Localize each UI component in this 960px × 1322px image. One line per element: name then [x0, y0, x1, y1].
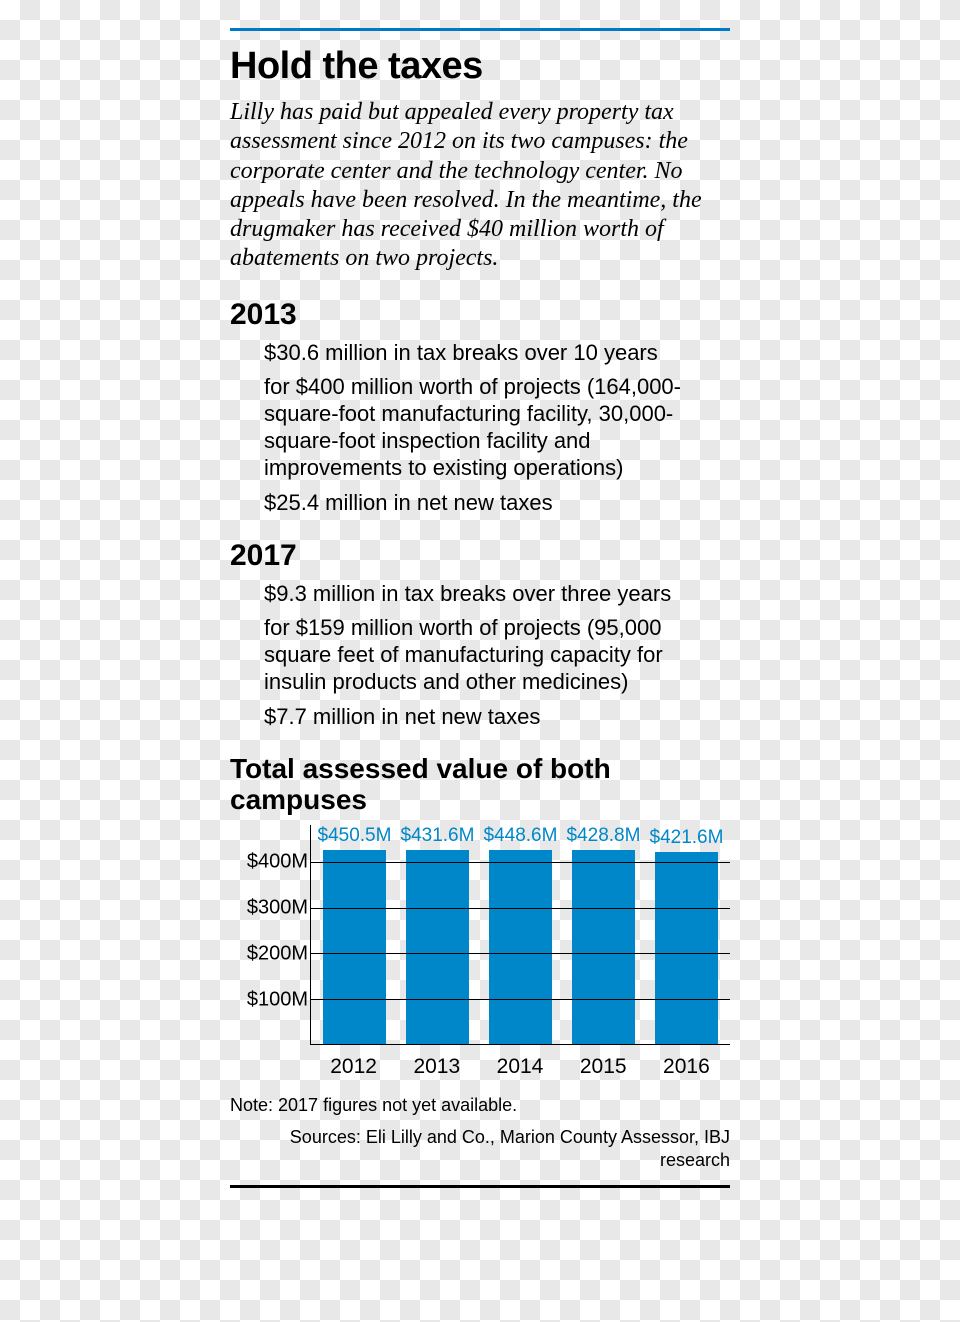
bottom-rule — [230, 1185, 730, 1188]
bar-value-label: $431.6M — [401, 825, 475, 847]
headline: Hold the taxes — [230, 45, 730, 88]
bar-chart: $100M $200M $300M $400M $450.5M $431.6M $448.… — [230, 825, 730, 1045]
gridline — [311, 908, 730, 909]
chart-title: Total assessed value of both campuses — [230, 753, 730, 816]
y-axis: $100M $200M $300M $400M — [230, 825, 308, 1045]
x-axis: 20122013201420152016 — [310, 1051, 730, 1079]
bar-slot: $450.5M — [313, 825, 396, 1044]
bar — [572, 850, 635, 1044]
y-tick-label: $100M — [247, 988, 308, 1011]
year-details: $30.6 million in tax breaks over 10 year… — [230, 340, 730, 517]
x-tick-label: 2012 — [312, 1055, 395, 1079]
bar — [489, 850, 552, 1044]
infographic-container: Hold the taxes Lilly has paid but appeal… — [230, 28, 730, 1188]
x-tick-label: 2015 — [562, 1055, 645, 1079]
gridline — [311, 862, 730, 863]
gridline — [311, 999, 730, 1000]
x-tick-label: 2016 — [645, 1055, 728, 1079]
y-tick-label: $300M — [247, 896, 308, 919]
bar-slot: $421.6M — [645, 825, 728, 1044]
bar — [406, 850, 469, 1044]
bar-slot: $428.8M — [562, 825, 645, 1044]
y-tick-label: $400M — [247, 851, 308, 874]
year-heading: 2017 — [230, 539, 730, 573]
bars-group: $450.5M $431.6M $448.6M $428.8M $421.6M — [311, 825, 730, 1044]
bar — [655, 852, 718, 1044]
chart-note: Note: 2017 figures not yet available. — [230, 1095, 730, 1116]
detail-line: $9.3 million in tax breaks over three ye… — [264, 581, 730, 608]
lede-paragraph: Lilly has paid but appealed every proper… — [230, 98, 730, 274]
top-rule — [230, 28, 730, 31]
detail-line: for $400 million worth of projects (164,… — [264, 374, 730, 481]
sections: 2013 $30.6 million in tax breaks over 10 … — [230, 298, 730, 731]
year-details: $9.3 million in tax breaks over three ye… — [230, 581, 730, 731]
detail-line: for $159 million worth of projects (95,0… — [264, 615, 730, 695]
x-tick-label: 2014 — [478, 1055, 561, 1079]
plot-area: $450.5M $431.6M $448.6M $428.8M $421.6M — [310, 825, 730, 1045]
bar-value-label: $421.6M — [650, 827, 724, 849]
bar-slot: $448.6M — [479, 825, 562, 1044]
bar-value-label: $428.8M — [567, 825, 641, 847]
x-tick-label: 2013 — [395, 1055, 478, 1079]
year-heading: 2013 — [230, 298, 730, 332]
gridline — [311, 953, 730, 954]
bar — [323, 850, 386, 1044]
detail-line: $25.4 million in net new taxes — [264, 490, 730, 517]
bar-value-label: $448.6M — [484, 825, 558, 847]
sources: Sources: Eli Lilly and Co., Marion Count… — [230, 1126, 730, 1171]
detail-line: $30.6 million in tax breaks over 10 year… — [264, 340, 730, 367]
bar-slot: $431.6M — [396, 825, 479, 1044]
detail-line: $7.7 million in net new taxes — [264, 704, 730, 731]
bar-value-label: $450.5M — [318, 825, 392, 847]
y-tick-label: $200M — [247, 942, 308, 965]
